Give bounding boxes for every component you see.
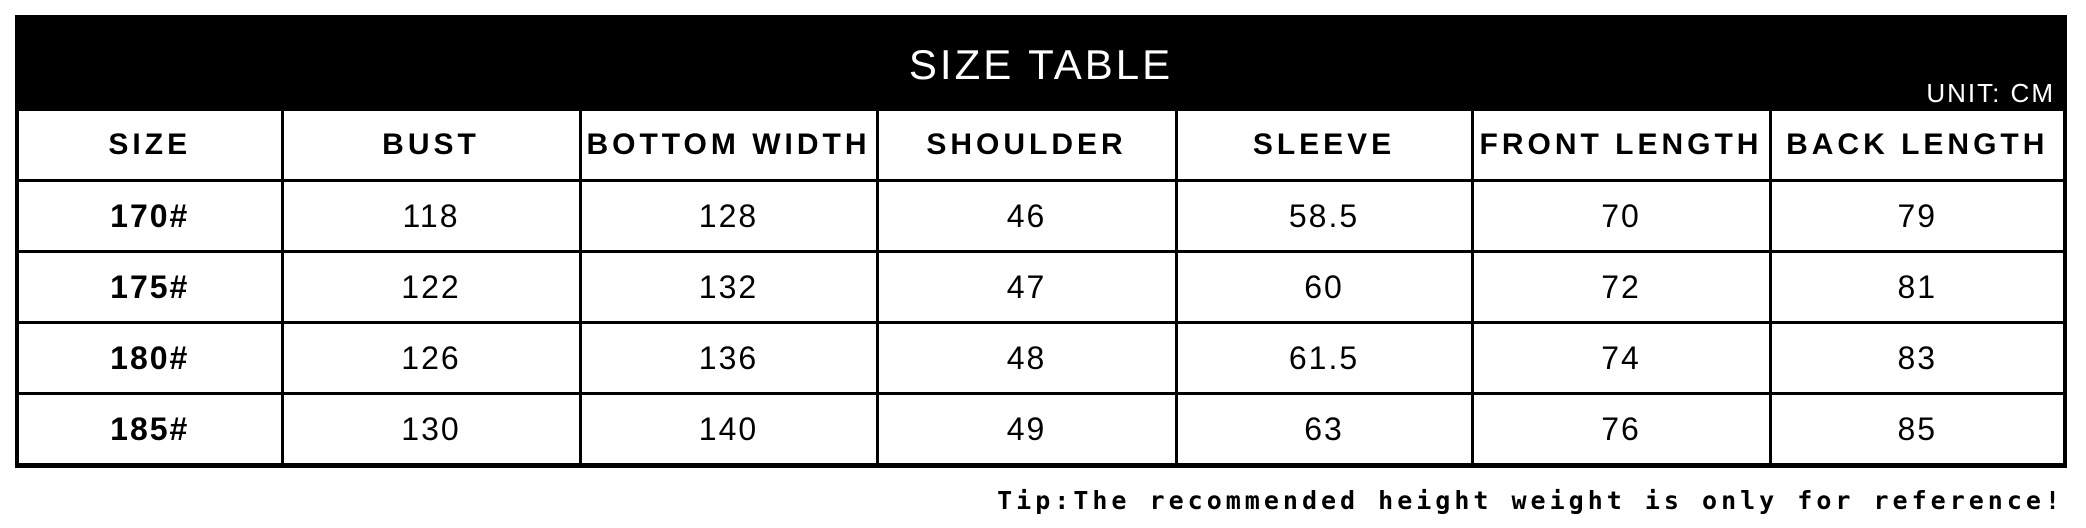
value-cell: 140 xyxy=(578,392,879,463)
value-cell: 126 xyxy=(280,321,582,395)
value-cell: 48 xyxy=(875,321,1178,395)
size-cell: 175# xyxy=(19,250,284,324)
value-cell: 122 xyxy=(280,250,582,324)
value-cell: 81 xyxy=(1768,250,2063,324)
value-cell: 60 xyxy=(1174,250,1474,324)
header-row: SIZE BUST BOTTOM WIDTH SHOULDER SLEEVE FRONT … xyxy=(19,111,2063,182)
column-header: BACK LENGTH xyxy=(1768,111,2063,182)
column-header: SLEEVE xyxy=(1174,111,1474,182)
value-cell: 61.5 xyxy=(1174,321,1474,395)
value-cell: 70 xyxy=(1470,179,1772,253)
tip-note: Tip:The recommended height weight is onl… xyxy=(997,486,2064,515)
value-cell: 132 xyxy=(578,250,879,324)
column-header: FRONT LENGTH xyxy=(1470,111,1772,182)
value-cell: 63 xyxy=(1174,392,1474,463)
size-table: SIZE TABLE UNIT: CM SIZE BUST BOTTOM WIDTH… xyxy=(15,15,2067,468)
table-banner: SIZE TABLE UNIT: CM xyxy=(19,19,2063,111)
table-row: 185# 130 140 49 63 76 85 xyxy=(19,392,2063,463)
value-cell: 136 xyxy=(578,321,879,395)
value-cell: 49 xyxy=(875,392,1178,463)
value-cell: 118 xyxy=(280,179,582,253)
value-cell: 130 xyxy=(280,392,582,463)
size-cell: 185# xyxy=(19,392,284,463)
table-row: 175# 122 132 47 60 72 81 xyxy=(19,250,2063,324)
value-cell: 85 xyxy=(1768,392,2063,463)
value-cell: 76 xyxy=(1470,392,1772,463)
size-cell: 180# xyxy=(19,321,284,395)
column-header: SHOULDER xyxy=(875,111,1178,182)
unit-label: UNIT: CM xyxy=(1926,78,2055,108)
size-cell: 170# xyxy=(19,179,284,253)
table-row: 180# 126 136 48 61.5 74 83 xyxy=(19,321,2063,395)
value-cell: 46 xyxy=(875,179,1178,253)
table-row: 170# 118 128 46 58.5 70 79 xyxy=(19,179,2063,253)
column-header: BUST xyxy=(280,111,582,182)
value-cell: 72 xyxy=(1470,250,1772,324)
column-header: BOTTOM WIDTH xyxy=(578,111,879,182)
measurements-table: SIZE BUST BOTTOM WIDTH SHOULDER SLEEVE FRONT … xyxy=(19,111,2063,463)
value-cell: 79 xyxy=(1768,179,2063,253)
value-cell: 83 xyxy=(1768,321,2063,395)
column-header: SIZE xyxy=(19,111,284,182)
table-title: SIZE TABLE xyxy=(908,41,1174,88)
value-cell: 128 xyxy=(578,179,879,253)
value-cell: 74 xyxy=(1470,321,1772,395)
value-cell: 47 xyxy=(875,250,1178,324)
value-cell: 58.5 xyxy=(1174,179,1474,253)
